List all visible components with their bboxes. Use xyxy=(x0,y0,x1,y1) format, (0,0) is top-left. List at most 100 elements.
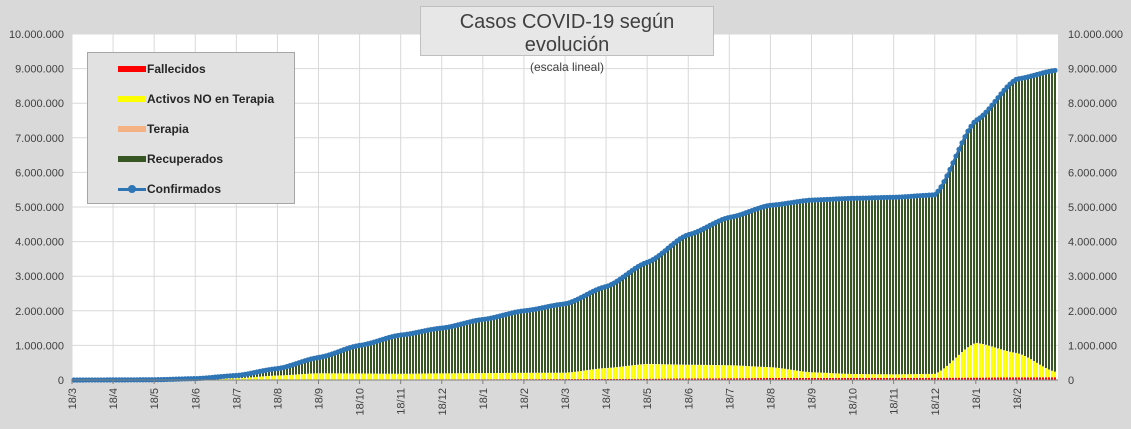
bar-activos xyxy=(784,368,786,378)
bar-activos xyxy=(574,371,576,380)
bar-recuperados xyxy=(1012,82,1014,353)
legend-swatch-fallecidos xyxy=(118,66,146,72)
bar-fallecidos xyxy=(616,378,618,380)
x-tick-label: 18/9 xyxy=(314,388,326,409)
bar-recuperados xyxy=(532,309,534,373)
bar-activos xyxy=(775,367,777,378)
bar-activos xyxy=(1045,368,1047,378)
bar-recuperados xyxy=(574,300,576,372)
bar-activos xyxy=(853,374,855,378)
bar-activos xyxy=(946,366,948,378)
bar-activos xyxy=(310,373,312,380)
bar-recuperados xyxy=(415,333,417,374)
bar-activos xyxy=(700,365,702,379)
bar-recuperados xyxy=(268,369,270,376)
bar-fallecidos xyxy=(598,378,600,380)
bar-recuperados xyxy=(466,322,468,374)
bar-fallecidos xyxy=(766,378,768,380)
bar-recuperados xyxy=(445,327,447,374)
bar-activos xyxy=(280,375,282,380)
bar-fallecidos xyxy=(979,377,981,380)
bar-recuperados xyxy=(919,194,921,375)
bar-activos xyxy=(742,365,744,379)
bar-recuperados xyxy=(361,345,363,374)
bar-fallecidos xyxy=(769,377,771,380)
bar-activos xyxy=(799,371,801,378)
bar-recuperados xyxy=(463,323,465,374)
bar-activos xyxy=(1009,351,1011,378)
bar-activos xyxy=(343,373,345,380)
bar-recuperados xyxy=(610,284,612,368)
bar-recuperados xyxy=(709,225,711,365)
bar-recuperados xyxy=(379,340,381,374)
bar-fallecidos xyxy=(1033,377,1035,380)
bar-activos xyxy=(451,373,453,380)
bar-recuperados xyxy=(712,223,714,366)
bar-recuperados xyxy=(493,317,495,374)
bar-recuperados xyxy=(817,199,819,373)
bar-fallecidos xyxy=(946,377,948,380)
y2-tick-label: 5.000.000 xyxy=(1068,202,1117,214)
bar-activos xyxy=(259,376,261,380)
bar-recuperados xyxy=(550,305,552,373)
bar-activos xyxy=(952,360,954,378)
bar-recuperados xyxy=(280,367,282,376)
bar-fallecidos xyxy=(763,378,765,380)
bar-fallecidos xyxy=(937,377,939,380)
y-tick-label: 2.000.000 xyxy=(15,306,64,318)
bar-activos xyxy=(859,374,861,378)
bar-fallecidos xyxy=(724,378,726,380)
bar-activos xyxy=(850,374,852,378)
bar-activos xyxy=(463,373,465,380)
bar-fallecidos xyxy=(634,378,636,380)
bar-recuperados xyxy=(340,351,342,374)
bar-fallecidos xyxy=(661,378,663,380)
bar-activos xyxy=(325,373,327,380)
bar-activos xyxy=(991,346,993,378)
x-tick-label: 18/5 xyxy=(642,388,654,409)
bar-activos xyxy=(1000,349,1002,378)
y2-tick-label: 10.000.000 xyxy=(1068,29,1123,41)
confirmed-point xyxy=(953,153,959,159)
bar-activos xyxy=(523,372,525,380)
bar-fallecidos xyxy=(910,377,912,380)
bar-activos xyxy=(772,367,774,378)
bar-activos xyxy=(601,368,603,379)
bar-recuperados xyxy=(676,241,678,365)
bar-recuperados xyxy=(412,333,414,374)
bar-activos xyxy=(394,373,396,380)
x-tick-label: 18/4 xyxy=(601,388,613,409)
bar-recuperados xyxy=(616,281,618,368)
bar-recuperados xyxy=(1054,71,1056,372)
bar-recuperados xyxy=(742,212,744,366)
bar-fallecidos xyxy=(658,378,660,380)
bar-activos xyxy=(283,375,285,380)
bar-recuperados xyxy=(736,214,738,366)
bar-activos xyxy=(421,373,423,380)
bar-recuperados xyxy=(580,297,582,372)
bar-recuperados xyxy=(697,231,699,365)
bar-activos xyxy=(814,372,816,378)
bar-activos xyxy=(925,374,927,378)
bar-activos xyxy=(250,377,252,380)
bar-fallecidos xyxy=(784,377,786,380)
bar-recuperados xyxy=(790,201,792,370)
bar-recuperados xyxy=(343,349,345,374)
bar-recuperados xyxy=(505,314,507,373)
bar-recuperados xyxy=(739,213,741,366)
bar-activos xyxy=(808,372,810,378)
confirmed-point xyxy=(1001,87,1007,93)
bar-activos xyxy=(409,373,411,380)
bar-fallecidos xyxy=(835,377,837,380)
bar-fallecidos xyxy=(883,377,885,380)
bar-recuperados xyxy=(448,327,450,374)
bar-activos xyxy=(637,364,639,379)
bar-recuperados xyxy=(967,131,969,348)
bar-activos xyxy=(304,374,306,380)
bar-recuperados xyxy=(754,208,756,367)
bar-activos xyxy=(1048,369,1050,378)
bar-activos xyxy=(838,373,840,378)
bar-recuperados xyxy=(1021,78,1023,355)
bar-activos xyxy=(613,367,615,379)
bar-activos xyxy=(229,378,231,380)
